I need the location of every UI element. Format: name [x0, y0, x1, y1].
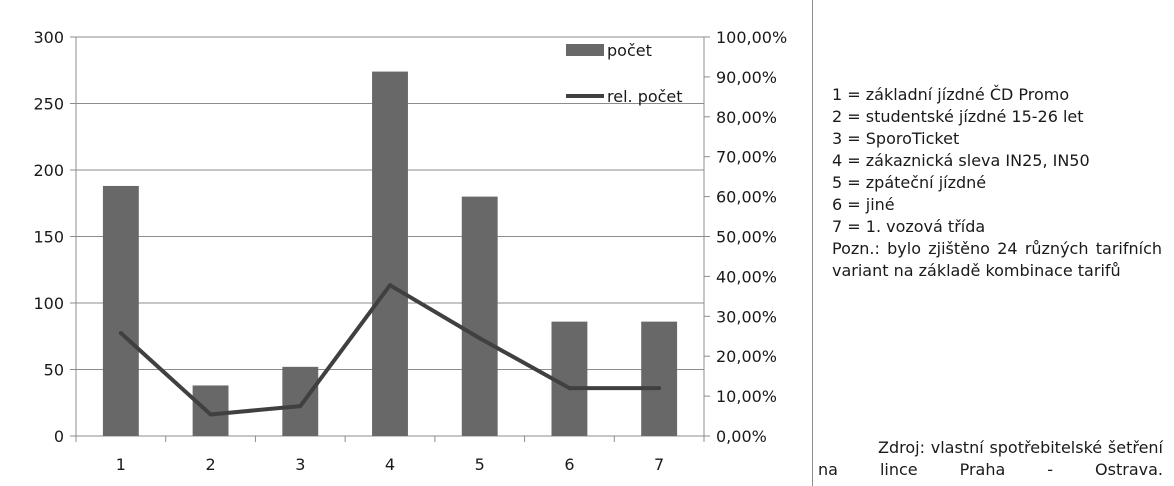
legend-bar-swatch	[566, 44, 604, 56]
key-line-2: 2 = studentské jízdné 15-26 let	[832, 106, 1162, 128]
line-point	[657, 386, 661, 390]
key-line-3: 3 = SporoTicket	[832, 128, 1162, 150]
y2-tick-label: 80,00%	[716, 108, 777, 127]
x-tick-label: 2	[205, 455, 215, 474]
x-tick-label: 4	[385, 455, 395, 474]
y2-tick-label: 30,00%	[716, 307, 777, 326]
y-tick-label: 200	[33, 161, 64, 180]
bar	[282, 367, 318, 436]
y-tick-label: 50	[44, 361, 64, 380]
y2-tick-label: 0,00%	[716, 427, 767, 446]
bar-series	[103, 72, 677, 436]
source-note: Zdroj: vlastní spotřebitelské šetření na…	[818, 437, 1163, 481]
line-point	[567, 386, 571, 390]
bar	[193, 385, 229, 436]
bar	[462, 197, 498, 436]
line-point	[478, 336, 482, 340]
key-line-1: 1 = základní jízdné ČD Promo	[832, 84, 1162, 106]
x-tick-label: 5	[475, 455, 485, 474]
key-line-6: 6 = jiné	[832, 194, 1162, 216]
x-tick-label: 3	[295, 455, 305, 474]
key-line-4: 4 = zákaznická sleva IN25, IN50	[832, 150, 1162, 172]
line-point	[119, 331, 123, 335]
bar	[103, 186, 139, 436]
y2-tick-label: 60,00%	[716, 188, 777, 207]
line-point	[388, 283, 392, 287]
y-tick-label: 100	[33, 294, 64, 313]
category-key: 1 = základní jízdné ČD Promo 2 = student…	[832, 84, 1162, 282]
chart-frame: 0 50 100 150 200 250 300 0,00% 10,00% 20,00% 30,00…	[0, 0, 813, 486]
x-tick-label: 1	[116, 455, 126, 474]
y-tick-label: 150	[33, 228, 64, 247]
line-point	[209, 412, 213, 416]
x-tick-label: 7	[654, 455, 664, 474]
y-tick-label: 250	[33, 95, 64, 114]
y2-tick-label: 40,00%	[716, 267, 777, 286]
key-line-5: 5 = zpáteční jízdné	[832, 172, 1162, 194]
legend-line-label: rel. počet	[607, 87, 683, 106]
y2-tick-label: 10,00%	[716, 387, 777, 406]
key-line-7: 7 = 1. vozová třída	[832, 216, 1162, 238]
x-tick-label: 6	[564, 455, 574, 474]
remark-note: Pozn.: bylo zjištěno 24 různých tarifníc…	[832, 238, 1162, 282]
y2-tick-label: 100,00%	[716, 28, 787, 47]
combo-chart: 0 50 100 150 200 250 300 0,00% 10,00% 20,00% 30,00…	[0, 0, 813, 486]
bar	[641, 322, 677, 436]
legend: počet rel. počet	[566, 41, 683, 106]
y2-tick-label: 50,00%	[716, 228, 777, 247]
legend-bar-label: počet	[607, 41, 652, 60]
y2-tick-label: 20,00%	[716, 347, 777, 366]
bar	[551, 322, 587, 436]
y2-tick-label: 90,00%	[716, 68, 777, 87]
y-tick-label: 0	[54, 427, 64, 446]
bar	[372, 72, 408, 436]
line-point	[298, 404, 302, 408]
y2-tick-label: 70,00%	[716, 148, 777, 167]
y-tick-label: 300	[33, 28, 64, 47]
